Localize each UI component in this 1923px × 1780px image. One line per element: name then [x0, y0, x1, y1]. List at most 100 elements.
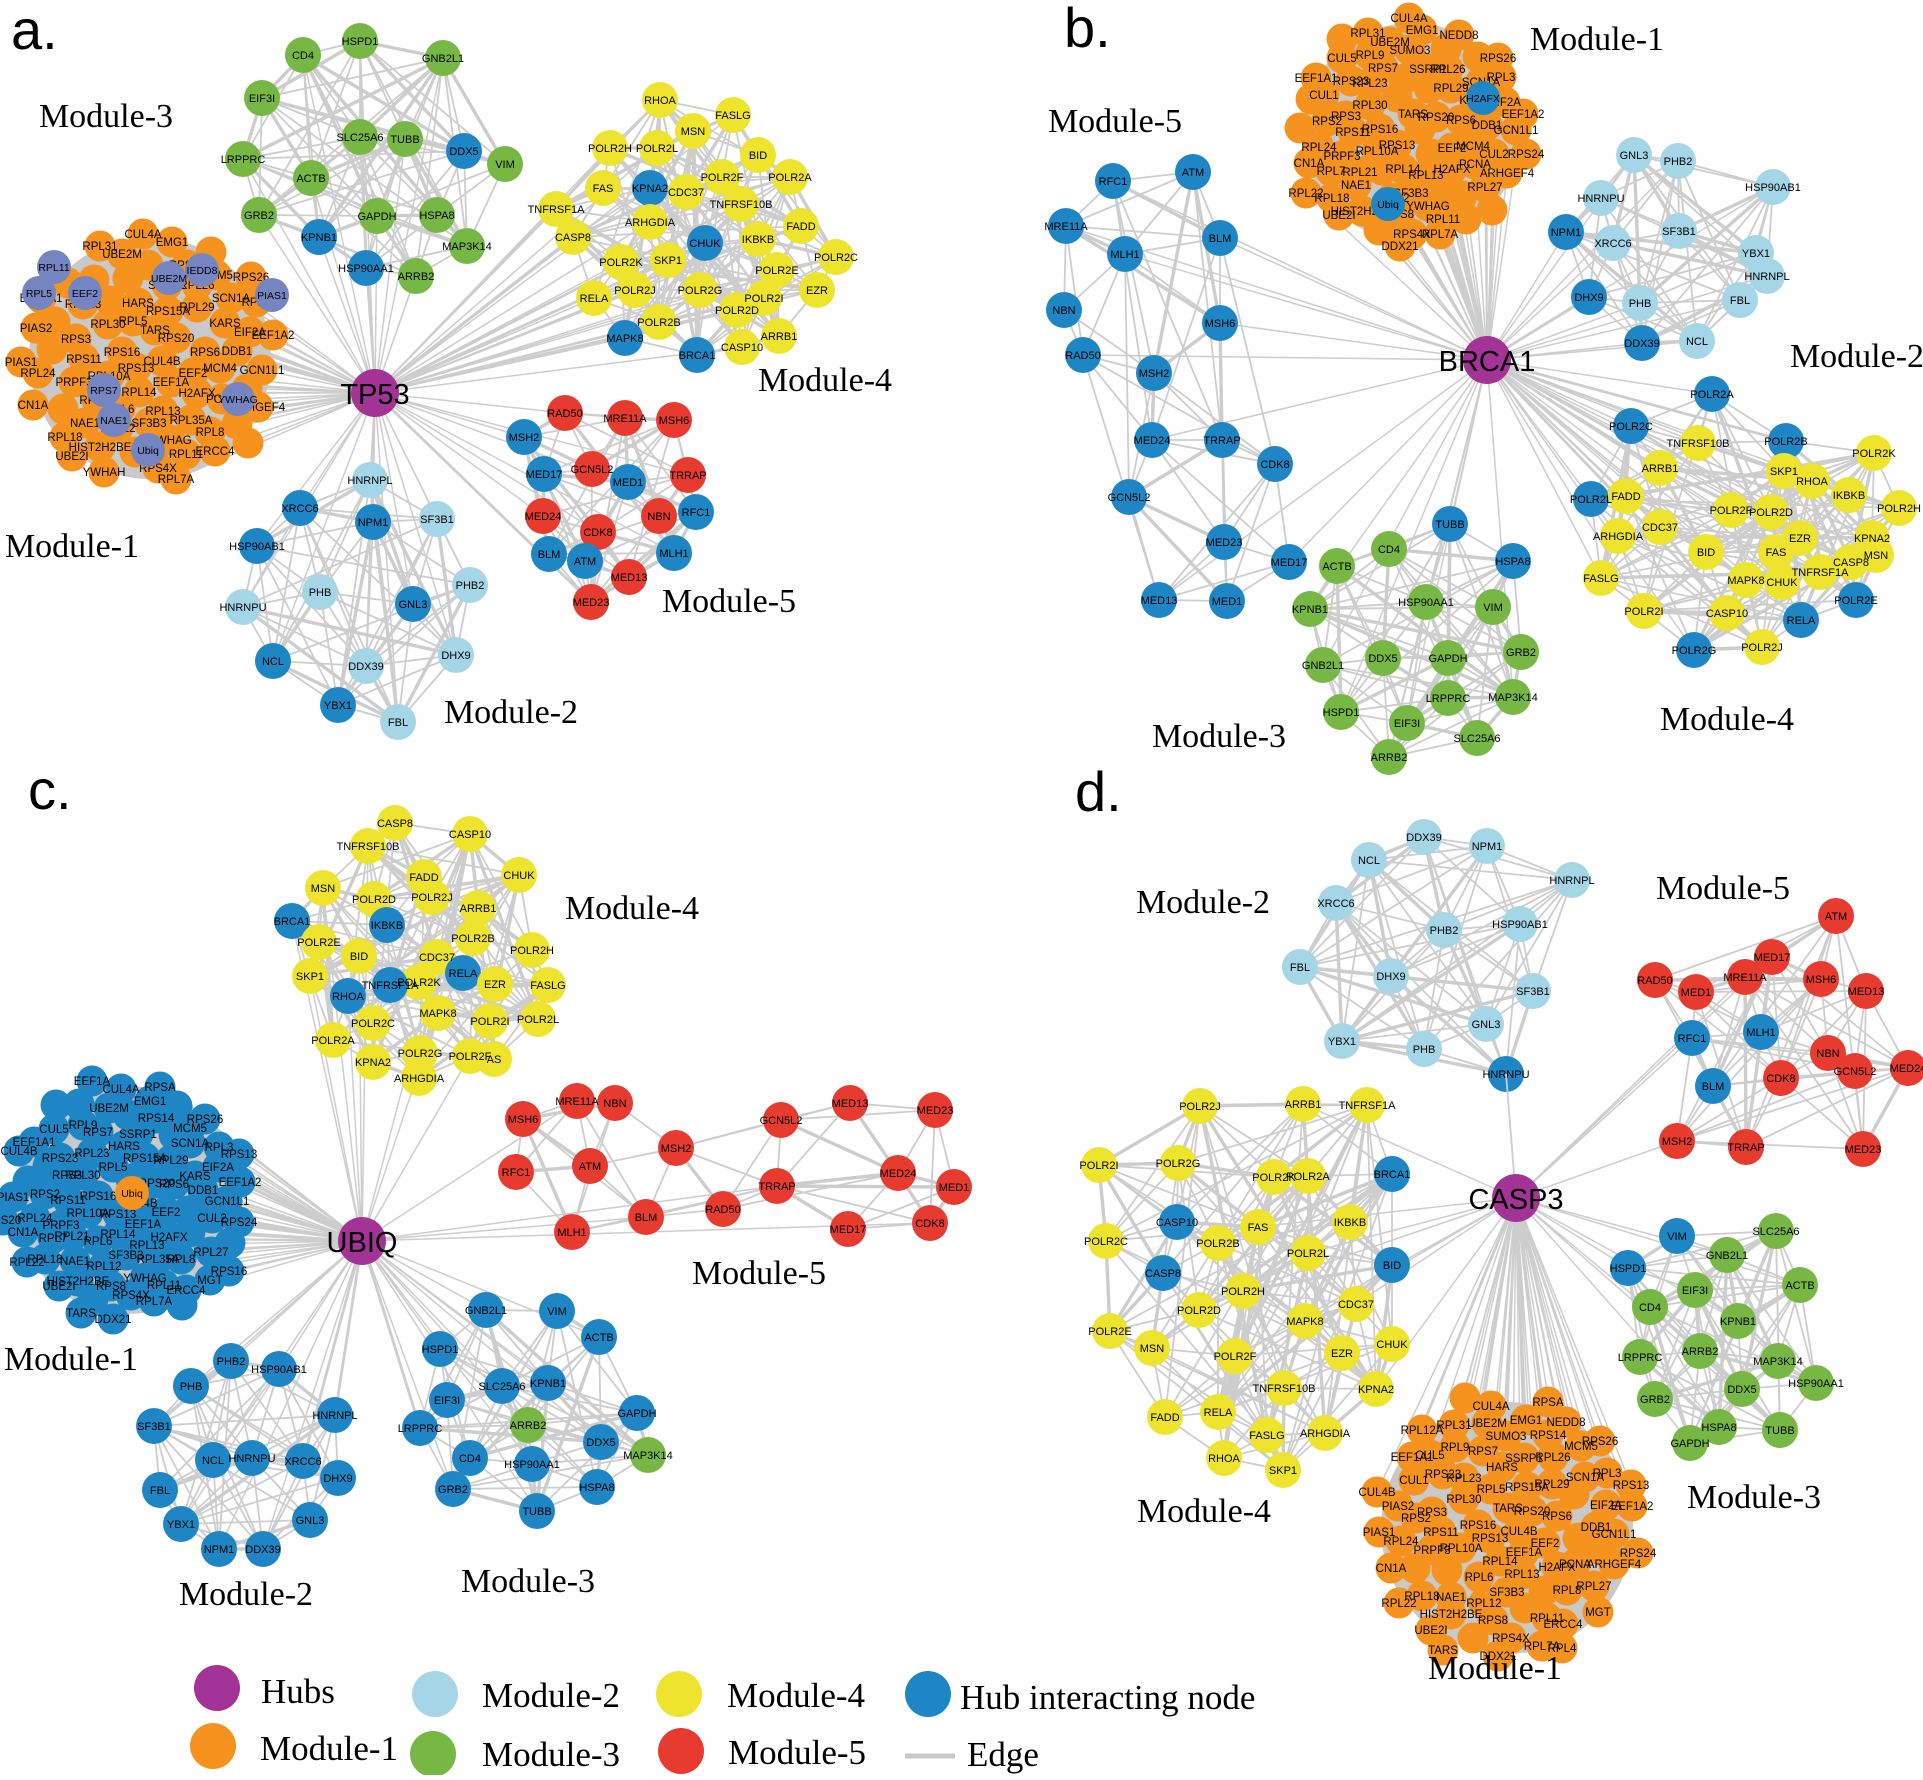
svg-text:CN1A: CN1A	[18, 400, 49, 412]
svg-text:IEDD8: IEDD8	[187, 265, 218, 277]
svg-text:Module-2: Module-2	[179, 1576, 313, 1613]
svg-text:HSPA8: HSPA8	[579, 1482, 614, 1494]
svg-text:RPL31: RPL31	[1436, 1420, 1471, 1432]
svg-text:Module-4: Module-4	[1660, 701, 1794, 738]
svg-text:XRCC6: XRCC6	[1317, 898, 1354, 910]
svg-text:RPL30: RPL30	[1446, 1494, 1481, 1506]
svg-text:EEF2: EEF2	[179, 368, 208, 380]
svg-text:PIAS1: PIAS1	[5, 357, 38, 369]
svg-text:POLR2I: POLR2I	[1079, 1160, 1118, 1172]
svg-text:RPS11: RPS11	[50, 1195, 86, 1207]
svg-text:POLR2G: POLR2G	[678, 285, 723, 297]
svg-text:HSPA8: HSPA8	[1701, 1422, 1736, 1434]
svg-text:HIST2H2BE: HIST2H2BE	[1420, 1609, 1483, 1621]
svg-text:RHOA: RHOA	[1796, 476, 1828, 488]
svg-text:RPL14: RPL14	[121, 387, 157, 399]
svg-text:POLR2A: POLR2A	[1690, 389, 1734, 401]
svg-text:RPL4: RPL4	[1548, 1643, 1577, 1655]
svg-text:EEF1A: EEF1A	[74, 1076, 111, 1088]
svg-text:Module-2: Module-2	[482, 1676, 620, 1715]
svg-text:UBE2M: UBE2M	[1467, 1418, 1507, 1430]
svg-text:FAS: FAS	[1766, 547, 1787, 559]
svg-text:HNRNPL: HNRNPL	[1549, 875, 1594, 887]
svg-text:RELA: RELA	[580, 293, 609, 305]
svg-text:RPL14: RPL14	[1482, 1556, 1518, 1568]
svg-text:EEF1A2: EEF1A2	[1502, 109, 1545, 121]
svg-text:RPL29: RPL29	[179, 302, 214, 314]
svg-text:POLR2L: POLR2L	[636, 143, 678, 155]
svg-text:RPS15A: RPS15A	[146, 306, 190, 318]
svg-text:MSN: MSN	[1140, 1343, 1165, 1355]
svg-text:POLR2J: POLR2J	[411, 892, 453, 904]
svg-text:RPL10A: RPL10A	[67, 1208, 110, 1220]
svg-text:MED1: MED1	[1681, 987, 1712, 999]
svg-text:TARS: TARS	[66, 1308, 96, 1320]
svg-text:POLR2B: POLR2B	[451, 933, 494, 945]
svg-text:RPS13: RPS13	[1379, 140, 1415, 152]
svg-text:XRCC6: XRCC6	[1594, 238, 1631, 250]
svg-text:HARS: HARS	[1486, 1462, 1518, 1474]
svg-text:POLR2F: POLR2F	[1710, 505, 1753, 517]
svg-text:RPL22: RPL22	[1288, 188, 1323, 200]
svg-text:VIM: VIM	[495, 159, 515, 171]
svg-text:RPL14: RPL14	[100, 1229, 136, 1241]
svg-text:CASP8: CASP8	[377, 818, 413, 830]
svg-text:RPS13: RPS13	[1472, 1533, 1508, 1545]
svg-text:VIM: VIM	[1667, 1231, 1687, 1243]
svg-text:VIM: VIM	[547, 1306, 567, 1318]
svg-text:Ubiq: Ubiq	[1377, 199, 1399, 211]
svg-text:MAPK8: MAPK8	[1286, 1316, 1323, 1328]
svg-text:NAE1: NAE1	[100, 415, 128, 427]
svg-text:RPL10A: RPL10A	[1440, 1543, 1483, 1555]
svg-text:MSH6: MSH6	[1205, 318, 1236, 330]
svg-text:SF3B1: SF3B1	[137, 1421, 171, 1433]
svg-text:EEF1A2: EEF1A2	[219, 1177, 262, 1189]
svg-text:RPS26: RPS26	[1582, 1436, 1618, 1448]
svg-text:Module-3: Module-3	[461, 1563, 595, 1600]
svg-text:DHX9: DHX9	[323, 1473, 352, 1485]
svg-text:MED17: MED17	[1754, 952, 1791, 964]
svg-text:EEF1A2: EEF1A2	[252, 330, 295, 342]
svg-text:PHB: PHB	[309, 587, 332, 599]
svg-text:RPL21: RPL21	[1342, 167, 1377, 179]
svg-text:TARS: TARS	[1398, 109, 1428, 121]
svg-text:RPS20: RPS20	[1514, 1506, 1550, 1518]
svg-text:MED1: MED1	[939, 1182, 970, 1194]
svg-text:NAE1: NAE1	[60, 1256, 90, 1268]
svg-text:H2AFX: H2AFX	[1466, 93, 1500, 105]
svg-text:HNRNPL: HNRNPL	[347, 475, 392, 487]
svg-text:SCN1A: SCN1A	[212, 293, 251, 305]
svg-text:HSPA8: HSPA8	[1495, 556, 1530, 568]
svg-text:EZR: EZR	[1789, 533, 1811, 545]
svg-text:FBL: FBL	[1730, 295, 1750, 307]
svg-text:DDB1: DDB1	[1472, 120, 1503, 132]
svg-text:MSH6: MSH6	[1806, 974, 1837, 986]
svg-text:FADD: FADD	[1150, 1412, 1179, 1424]
svg-text:HSP90AB1: HSP90AB1	[229, 541, 285, 553]
svg-text:DDB1: DDB1	[188, 1185, 219, 1197]
svg-text:RPL22: RPL22	[1381, 1598, 1416, 1610]
svg-text:MED17: MED17	[830, 1224, 867, 1236]
svg-text:TUBB: TUBB	[390, 134, 419, 146]
svg-text:KPNA2: KPNA2	[632, 183, 668, 195]
svg-text:RPS6: RPS6	[1446, 115, 1476, 127]
svg-text:MED24: MED24	[880, 1168, 917, 1180]
svg-text:BLM: BLM	[1702, 1081, 1725, 1093]
svg-text:POLR2L: POLR2L	[1287, 1248, 1329, 1260]
svg-text:IKBKB: IKBKB	[1833, 490, 1865, 502]
svg-text:MLH1: MLH1	[659, 548, 688, 560]
svg-text:FASLG: FASLG	[1583, 573, 1618, 585]
svg-text:POLR2B: POLR2B	[637, 317, 680, 329]
svg-text:CUL5: CUL5	[39, 1124, 68, 1136]
svg-text:RPL27: RPL27	[193, 1247, 228, 1259]
svg-text:Hub interacting node: Hub interacting node	[960, 1678, 1255, 1717]
svg-text:HSP90AA1: HSP90AA1	[1788, 1378, 1844, 1390]
svg-text:TRRAP: TRRAP	[669, 470, 706, 482]
svg-text:PIAS1: PIAS1	[1363, 1527, 1396, 1539]
svg-text:HNRNPU: HNRNPU	[219, 602, 266, 614]
svg-text:RPL13: RPL13	[1504, 1569, 1539, 1581]
svg-text:UBE2I: UBE2I	[1414, 1625, 1447, 1637]
svg-text:GCN1L1: GCN1L1	[1592, 1529, 1637, 1541]
svg-text:Ubiq: Ubiq	[137, 445, 159, 457]
svg-text:TARS: TARS	[1428, 1645, 1458, 1657]
